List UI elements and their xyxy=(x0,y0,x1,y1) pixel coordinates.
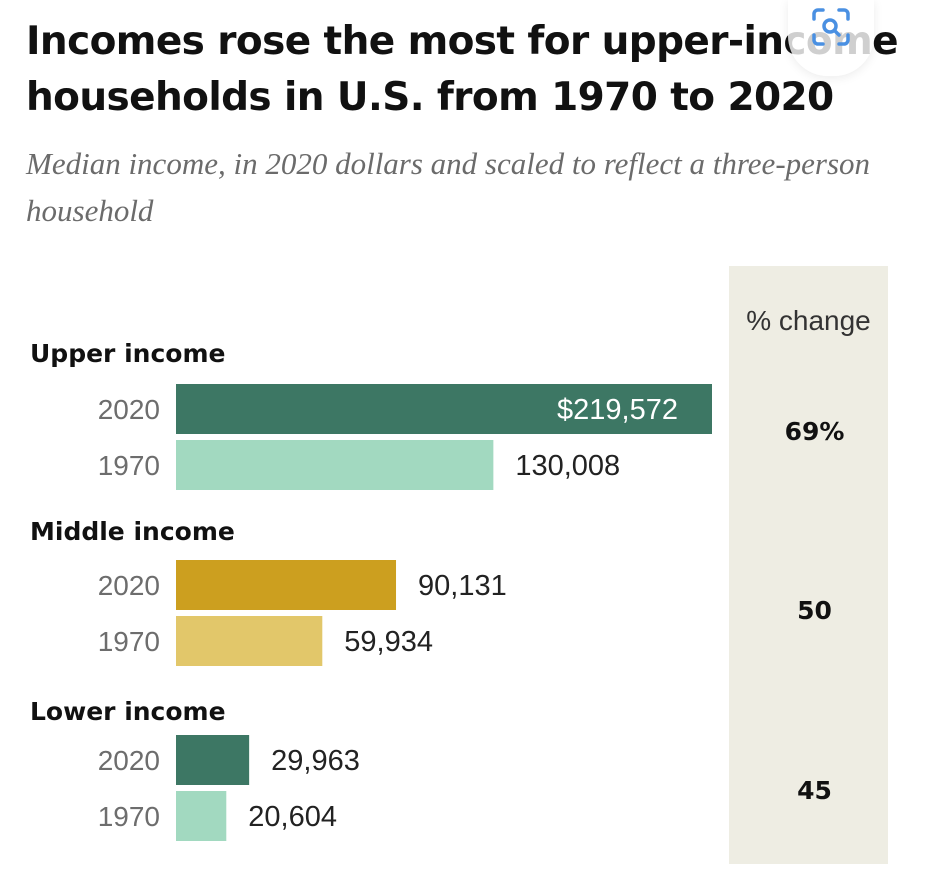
bar xyxy=(176,791,227,841)
year-label: 2020 xyxy=(98,394,160,425)
year-label: 2020 xyxy=(98,745,160,776)
pct-change-header: % change xyxy=(746,305,871,336)
year-label: 1970 xyxy=(98,801,160,832)
bar xyxy=(176,440,494,490)
year-label: 2020 xyxy=(98,570,160,601)
pct-change-panel xyxy=(729,266,888,864)
pct-change-value: 50 xyxy=(797,596,832,625)
bar xyxy=(176,384,712,434)
group-label: Middle income xyxy=(30,517,235,546)
bar xyxy=(176,735,250,785)
pct-change-value: 69% xyxy=(785,417,845,446)
image-search-icon xyxy=(812,8,850,46)
group-label: Lower income xyxy=(30,697,226,726)
year-label: 1970 xyxy=(98,626,160,657)
chart-title: Incomes rose the most for upper-income h… xyxy=(26,19,899,120)
group-label: Upper income xyxy=(30,339,225,368)
bar xyxy=(176,560,397,610)
pct-change-value: 45 xyxy=(797,776,832,805)
value-label: 29,963 xyxy=(271,745,360,777)
bar xyxy=(176,616,323,666)
chart-subtitle: Median income, in 2020 dollars and scale… xyxy=(26,146,871,228)
year-label: 1970 xyxy=(98,450,160,481)
value-label: 59,934 xyxy=(344,626,433,658)
value-label: 130,008 xyxy=(515,450,620,482)
lens-button[interactable] xyxy=(788,0,874,76)
value-label: 20,604 xyxy=(248,801,337,833)
value-label: $219,572 xyxy=(557,394,678,426)
value-label: 90,131 xyxy=(418,570,507,602)
